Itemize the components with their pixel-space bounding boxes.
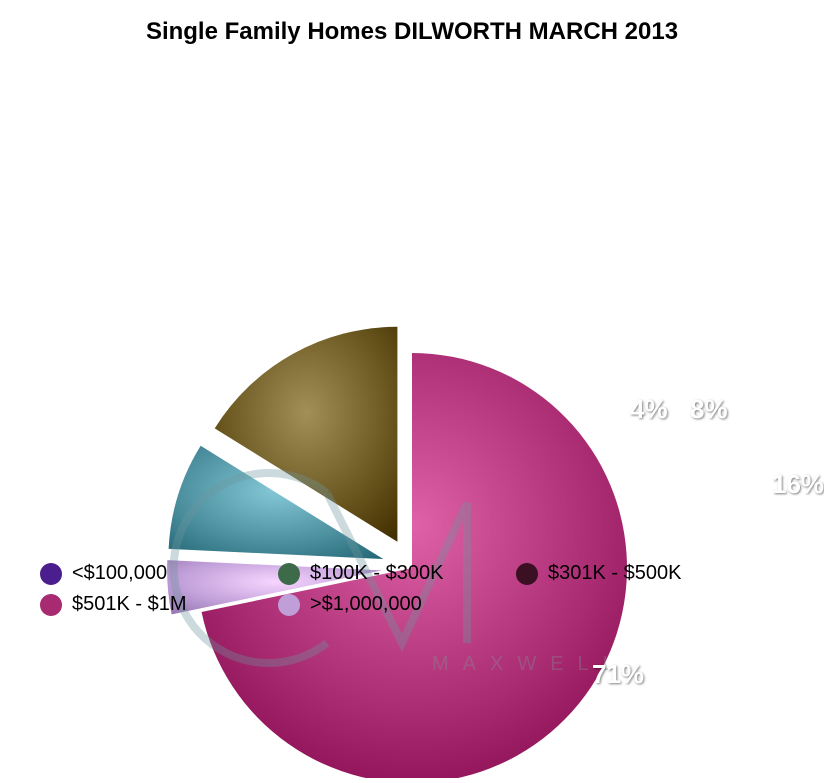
pie-svg xyxy=(132,308,692,778)
legend-swatch xyxy=(516,563,538,585)
legend-swatch xyxy=(40,563,62,585)
chart-title: Single Family Homes DILWORTH MARCH 2013 xyxy=(0,18,824,46)
legend-item: $100K - $300K xyxy=(278,562,488,585)
slice-label-s3: 8% xyxy=(690,394,728,425)
legend-label: $100K - $300K xyxy=(310,562,443,585)
legend-item: $301K - $500K xyxy=(516,562,726,585)
legend-swatch xyxy=(278,594,300,616)
slice-label-s1: 71% xyxy=(592,659,644,690)
legend-label: <$100,000 xyxy=(72,562,167,585)
legend-item: <$100,000 xyxy=(40,562,250,585)
legend-item: $501K - $1M xyxy=(40,593,250,616)
legend-swatch xyxy=(40,594,62,616)
legend: <$100,000 $100K - $300K $301K - $500K $501K… xyxy=(40,562,784,616)
slice-label-s4: 16% xyxy=(772,469,824,500)
legend-label: $501K - $1M xyxy=(72,593,187,616)
legend-swatch xyxy=(278,563,300,585)
legend-item: >$1,000,000 xyxy=(278,593,488,616)
slice-label-s2: 4% xyxy=(630,394,668,425)
pie-chart: MAXWELL 71%4%8%16% xyxy=(132,308,692,778)
legend-label: $301K - $500K xyxy=(548,562,681,585)
legend-label: >$1,000,000 xyxy=(310,593,422,616)
